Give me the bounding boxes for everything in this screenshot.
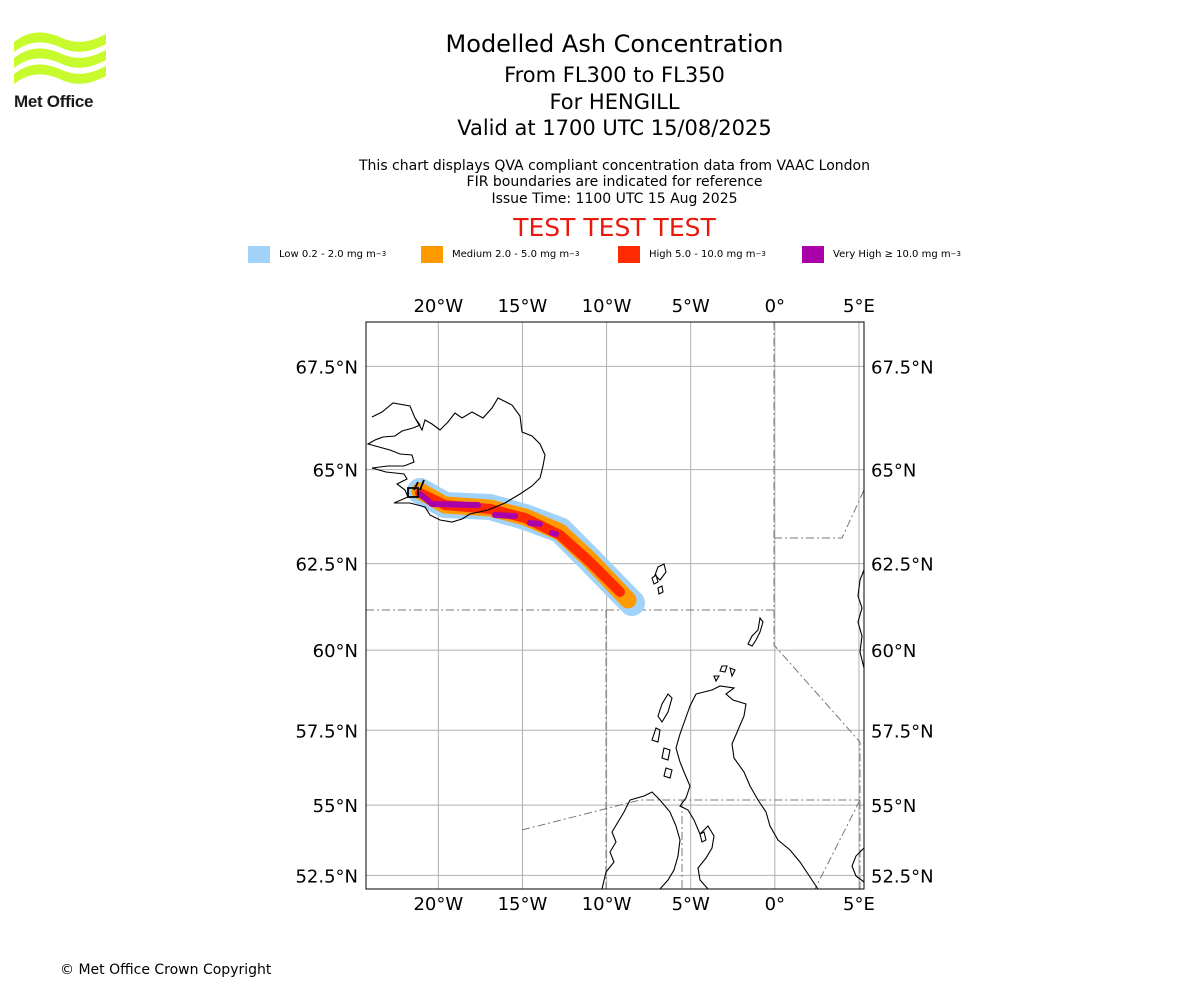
shetland-islands: [747, 616, 764, 647]
legend-swatch-low: [248, 245, 270, 263]
lon-tick-label-bottom: 20°W: [413, 894, 463, 915]
legend-item-low: Low 0.2 - 2.0 mg m −3: [248, 244, 386, 264]
legend-item-high: High 5.0 - 10.0 mg m −3: [618, 244, 766, 264]
graticule: [366, 322, 864, 889]
lon-tick-label-bottom: 10°W: [582, 894, 632, 915]
legend-swatch-high: [618, 245, 640, 263]
lat-tick-label-left: 62.5°N: [295, 555, 358, 576]
info-line-qva: This chart displays QVA compliant concen…: [359, 158, 870, 174]
lat-tick-label-right: 67.5°N: [871, 357, 934, 378]
lon-tick-label-top: 5°E: [843, 296, 875, 317]
lon-tick-label-bottom: 5°E: [843, 894, 875, 915]
subtitle-valid-time: Valid at 1700 UTC 15/08/2025: [457, 116, 772, 140]
hebrides-islands: [651, 693, 673, 779]
lat-tick-label-left: 57.5°N: [295, 721, 358, 742]
isle-of-man: [699, 831, 707, 843]
lat-tick-label-left: 67.5°N: [295, 357, 358, 378]
chart-title: Modelled Ash Concentration: [445, 30, 784, 58]
subtitle-flight-level: From FL300 to FL350: [504, 63, 725, 87]
lon-tick-label-top: 15°W: [498, 296, 548, 317]
great-britain-coast: [675, 685, 819, 889]
lon-tick-label-top: 0°: [765, 296, 785, 317]
lat-tick-label-left: 52.5°N: [295, 866, 358, 887]
legend-swatch-very-high: [802, 245, 824, 263]
iceland-coast: [366, 397, 546, 523]
legend-item-medium: Medium 2.0 - 5.0 mg m −3: [421, 244, 579, 264]
test-warning: TEST TEST TEST: [513, 213, 716, 242]
lat-tick-label-right: 57.5°N: [871, 721, 934, 742]
subtitle-volcano: For HENGILL: [549, 90, 680, 114]
lon-tick-label-top: 10°W: [582, 296, 632, 317]
ireland-coast: [601, 791, 681, 889]
lat-tick-label-right: 60°N: [871, 641, 916, 662]
norway-coast: [857, 569, 864, 669]
lat-tick-label-right: 55°N: [871, 796, 916, 817]
map-frame: [365, 321, 865, 890]
orkney-islands: [713, 665, 736, 683]
netherlands-coast: [851, 847, 864, 883]
lat-tick-label-right: 52.5°N: [871, 866, 934, 887]
lon-tick-label-bottom: 5°W: [672, 894, 710, 915]
info-line-fir: FIR boundaries are indicated for referen…: [466, 174, 763, 190]
info-line-issue-time: Issue Time: 1100 UTC 15 Aug 2025: [491, 191, 738, 207]
legend-label-high: High 5.0 - 10.0 mg m: [649, 248, 756, 260]
lat-tick-label-right: 62.5°N: [871, 555, 934, 576]
lon-tick-label-bottom: 15°W: [498, 894, 548, 915]
lon-tick-label-top: 20°W: [413, 296, 463, 317]
legend-item-very-high: Very High ≥ 10.0 mg m −3: [802, 244, 961, 264]
legend-label-very-high: Very High ≥ 10.0 mg m: [833, 248, 951, 260]
axis-ticks: 20°W 20°W 15°W 15°W 10°W 10°W 5°W 5°W 0° 0° 5°E 5°E…: [295, 296, 933, 915]
coastlines: [366, 397, 864, 889]
lat-tick-label-left: 60°N: [313, 641, 358, 662]
wave-logo-icon: [14, 32, 106, 84]
legend-label-low: Low 0.2 - 2.0 mg m: [279, 248, 376, 260]
lat-tick-label-left: 65°N: [313, 461, 358, 482]
faroe-islands: [651, 563, 667, 595]
lat-tick-label-left: 55°N: [313, 796, 358, 817]
lon-tick-label-bottom: 0°: [765, 894, 785, 915]
legend-label-medium: Medium 2.0 - 5.0 mg m: [452, 248, 570, 260]
lat-tick-label-right: 65°N: [871, 461, 916, 482]
lon-tick-label-top: 5°W: [672, 296, 710, 317]
ash-plume: [407, 478, 645, 616]
ash-contour-very-high: [417, 491, 559, 537]
volcano-marker-hengill: [407, 479, 425, 498]
brand-name: Met Office: [14, 92, 94, 111]
copyright-notice: © Met Office Crown Copyright: [60, 962, 272, 978]
fir-boundaries: [366, 322, 864, 889]
legend-swatch-medium: [421, 245, 443, 263]
